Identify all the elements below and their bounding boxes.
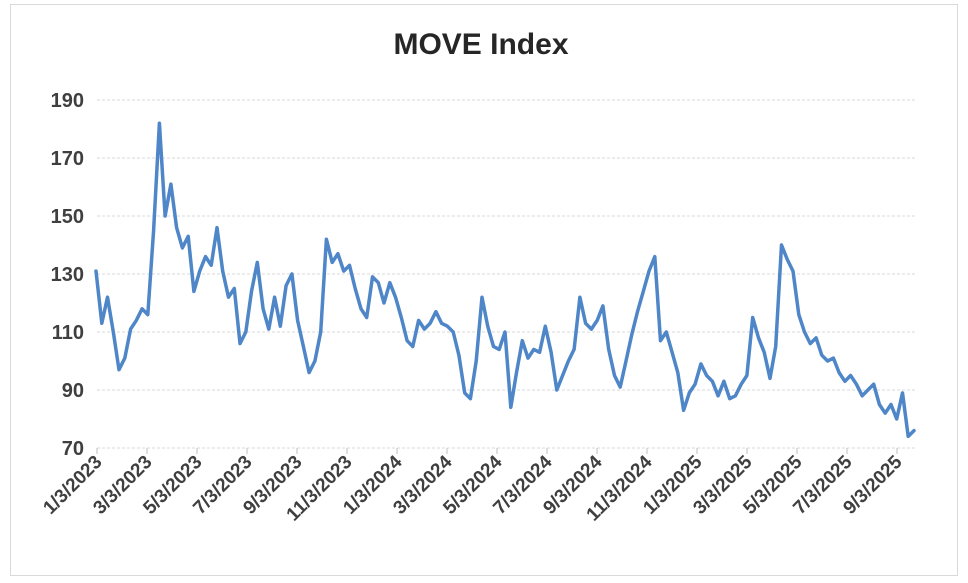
y-tick-label-170: 170 [51, 148, 84, 170]
chart-frame [10, 4, 958, 576]
y-tick-label-130: 130 [51, 264, 84, 286]
y-tick-label-90: 90 [62, 380, 84, 402]
y-tick-label-150: 150 [51, 206, 84, 228]
chart-title: MOVE Index [393, 28, 568, 61]
y-axis-labels: 190 170 150 130 110 90 70 [51, 90, 84, 460]
y-tick-label-70: 70 [62, 438, 84, 460]
y-tick-label-110: 110 [52, 322, 84, 344]
x-axis-labels: 1/3/20233/3/20235/3/20237/3/20239/3/2023… [39, 451, 906, 525]
y-tick-label-190: 190 [51, 90, 84, 112]
axis-ticks [96, 448, 898, 454]
move-index-series-line [94, 121, 916, 439]
